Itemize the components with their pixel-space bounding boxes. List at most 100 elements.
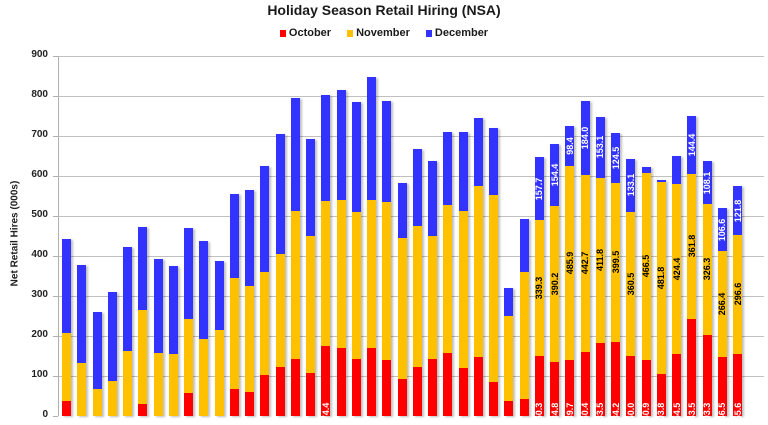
y-tick-mark (53, 216, 58, 217)
gridline (58, 376, 764, 377)
gridline (58, 256, 764, 257)
y-tick-mark (53, 136, 58, 137)
bar-group (367, 77, 376, 416)
bar-group (382, 101, 392, 416)
bar-group: 174.4 (321, 95, 331, 425)
bar-segment-december (92, 312, 102, 390)
bar-segment-december (260, 166, 270, 272)
bar-segment-november (62, 333, 71, 402)
bar-segment-november (77, 363, 87, 416)
bar-group: 183.5 411.8 153.1 (595, 116, 605, 425)
bar-segment-december: 106.6 (717, 208, 727, 251)
bar-segment-november (504, 315, 514, 402)
bar-group: 103.8 481.8 (656, 180, 666, 425)
bar-segment-november: 424.4 (672, 184, 682, 355)
bar-segment-december (656, 180, 666, 182)
data-label: 296.6 (732, 283, 743, 306)
bar-group (92, 312, 102, 416)
bar-segment-october: 139.7 (565, 360, 575, 425)
data-label: 183.5 (595, 402, 606, 425)
bar-segment-november (367, 200, 376, 349)
y-tick-label: 600 (31, 169, 48, 180)
bar-segment-november (397, 237, 407, 379)
gridline (58, 296, 764, 297)
chart-title: Holiday Season Retail Hiring (NSA) (267, 2, 501, 18)
bar-segment-november: 466.5 (641, 173, 651, 360)
data-label: 399.5 (610, 251, 621, 274)
bar-group: 155.6 296.6 121.8 (732, 186, 743, 425)
y-tick-label: 700 (31, 129, 48, 140)
bar-segment-october (184, 392, 193, 416)
bar-segment-november (153, 353, 163, 416)
data-label: 154.5 (671, 402, 682, 425)
bar-segment-december (458, 132, 468, 211)
data-label: 150.0 (625, 402, 636, 425)
bar-segment-october: 146.5 (717, 357, 727, 425)
bar-segment-november (168, 354, 178, 416)
bar-segment-december (428, 160, 437, 237)
y-tick-mark (53, 96, 58, 97)
bar-segment-december: 133.1 (625, 158, 636, 212)
y-tick-label: 800 (31, 89, 48, 100)
bar-segment-november (351, 212, 361, 360)
bar-segment-october (351, 359, 361, 416)
bar-group (489, 127, 498, 416)
bar-segment-november: 390.2 (550, 205, 560, 363)
bar-segment-november (443, 204, 453, 354)
data-label: 157.7 (534, 177, 545, 200)
bar-group: 184.2 399.5 124.5 (610, 132, 621, 425)
bar-group: 160.4 442.7 184.0 (580, 101, 590, 425)
bar-group: 140.9 466.5 (641, 166, 651, 425)
bar-segment-october: 154.5 (672, 354, 682, 425)
bar-segment-october (306, 372, 315, 416)
bar-group (138, 227, 148, 416)
bar-segment-december (245, 189, 254, 287)
bar-segment-october: 134.8 (550, 362, 560, 425)
data-label: 103.8 (656, 402, 667, 425)
y-tick-mark (53, 256, 58, 257)
bar-segment-november (336, 199, 346, 348)
bar-segment-october (245, 392, 254, 416)
bar-segment-december (382, 101, 392, 203)
data-label: 184.2 (610, 402, 621, 425)
data-label: 326.3 (702, 258, 712, 281)
bar-segment-november (382, 202, 392, 360)
bar-segment-november (92, 389, 102, 416)
y-tick-mark (53, 56, 58, 57)
y-tick-label: 200 (31, 329, 48, 340)
bar-segment-december: 144.4 (687, 116, 697, 174)
data-label: 485.9 (564, 251, 575, 275)
bar-group (458, 132, 468, 416)
bar-segment-november: 485.9 (564, 165, 575, 361)
bar-segment-october (473, 356, 483, 416)
bar-group (260, 166, 270, 416)
bar-segment-november (107, 381, 117, 416)
bar-segment-november (412, 225, 422, 367)
bar-segment-november: 411.8 (595, 177, 605, 343)
bar-segment-october: 174.4 (321, 346, 331, 425)
bar-group (290, 97, 300, 416)
legend-item-october: October (279, 27, 331, 39)
legend-item-november: November (347, 27, 410, 39)
bar-segment-december (321, 95, 331, 202)
data-label: 243.5 (686, 402, 697, 425)
bar-group: 203.3 326.3 108.1 (702, 160, 712, 425)
bar-segment-november: 266.4 (717, 250, 727, 358)
data-label: 146.5 (717, 402, 728, 425)
bar-group: 146.5 266.4 106.6 (717, 208, 727, 425)
bar-segment-november: 360.5 (626, 211, 636, 356)
bar-segment-december (397, 183, 407, 238)
bar-group (473, 118, 483, 416)
y-tick-label: 400 (31, 249, 48, 260)
bar-segment-november (306, 235, 315, 373)
bar-segment-november (519, 271, 529, 399)
legend-swatch-october (279, 29, 286, 37)
data-label: 108.1 (702, 171, 712, 194)
data-label: 442.7 (580, 252, 590, 275)
bar-segment-october (428, 358, 437, 416)
data-label: 133.1 (625, 173, 636, 197)
bar-segment-october: 155.6 (733, 353, 743, 425)
bar-group (336, 90, 346, 416)
bar-segment-november (245, 286, 254, 393)
y-tick-label: 100 (31, 369, 48, 380)
